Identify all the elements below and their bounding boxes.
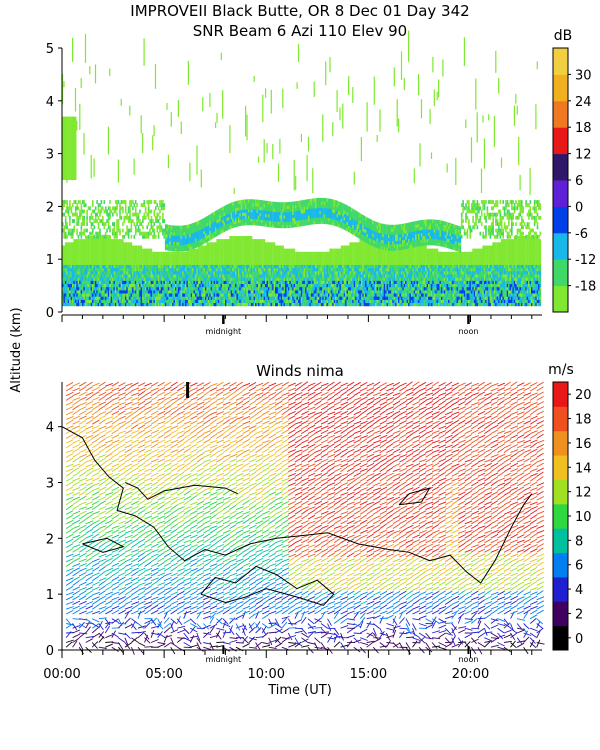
wind-colorbar-tick-label: 4 (575, 583, 583, 598)
wind-top-marker (186, 382, 190, 398)
wind-colorbar-swatch (553, 479, 568, 505)
wind-colorbar-swatch (553, 430, 568, 456)
wind-colorbar-swatch (553, 576, 568, 602)
header-line2: SNR Beam 6 Azi 110 Elev 90 (193, 22, 407, 40)
wind-colorbar-swatch (553, 503, 568, 529)
wind-colorbar-tick-label: 16 (575, 437, 592, 452)
snr-colorbar-tick-label: 24 (575, 95, 592, 110)
wind-colorbar-tick-label: 2 (575, 607, 583, 622)
wind-y-tick-label: 4 (46, 421, 54, 436)
wind-colorbar-unit: m/s (548, 362, 574, 378)
snr-y-tick-label: 5 (46, 42, 54, 57)
wind-contour (398, 487, 431, 506)
wind-axes: 0 1 2 3 4 00:00 05:00 10:00 15:00 20:00 midnight no… (43, 382, 542, 682)
wind-marker-label: midnight (206, 655, 242, 664)
shared-ylabel: Altitude (km) (9, 307, 24, 392)
wind-y-tick-label: 2 (46, 532, 54, 547)
snr-colorbar-swatch (553, 259, 568, 287)
snr-colorbar-swatch (553, 180, 568, 207)
wind-colorbar-tick-label: 12 (575, 486, 592, 501)
wind-colorbar-tick-label: 18 (575, 413, 592, 428)
wind-y-tick-label: 1 (46, 588, 54, 603)
snr-colorbar-swatch (553, 153, 568, 181)
wind-contour (82, 537, 125, 553)
snr-colorbar-tick-label: 12 (575, 148, 592, 163)
snr-colorbar-unit: dB (554, 28, 573, 44)
wind-field (61, 381, 545, 655)
snr-colorbar-swatch (553, 232, 568, 260)
wind-colorbar-swatch (553, 455, 568, 480)
wind-x-tick-label: 15:00 (350, 667, 387, 682)
snr-colorbar-tick-label: -6 (575, 227, 588, 242)
snr-colorbar-tick-label: -12 (575, 253, 596, 268)
snr-colorbar-swatch (553, 206, 568, 234)
wind-x-tick-label: 05:00 (145, 667, 182, 682)
snr-y-tick-label: 1 (46, 253, 54, 268)
shared-xlabel: Time (UT) (267, 683, 332, 698)
snr-colorbar-swatch (553, 127, 568, 155)
snr-marker-label: midnight (206, 327, 242, 336)
wind-x-tick-label: 20:00 (452, 667, 489, 682)
wind-colorbar-tick-label: 8 (575, 534, 583, 549)
wind-contour (200, 565, 335, 606)
snr-field (62, 30, 542, 307)
snr-y-tick-label: 2 (46, 200, 54, 215)
snr-colorbar-tick-label: 0 (575, 200, 583, 215)
snr-colorbar-swatch (553, 74, 568, 102)
wind-colorbar-tick-label: 0 (575, 632, 583, 647)
snr-colorbar-tick-label: 30 (575, 68, 592, 83)
snr-y-tick-label: 4 (46, 95, 54, 110)
snr-colorbar-tick-label: 18 (575, 121, 592, 136)
wind-contour (125, 482, 238, 500)
wind-colorbar-swatch (553, 552, 568, 578)
wind-contour (61, 426, 533, 584)
wind-colorbar-tick-label: 10 (575, 510, 592, 525)
wind-colorbar: 0 2 4 6 8 10 12 14 16 18 20m/s (548, 362, 592, 651)
wind-title: Winds nima (256, 362, 344, 380)
header-line1: IMPROVEII Black Butte, OR 8 Dec 01 Day 3… (130, 2, 469, 20)
wind-colorbar-swatch (553, 406, 568, 432)
snr-axes: 0 1 2 3 4 5 midnight noon (46, 42, 542, 336)
snr-y-tick-label: 3 (46, 148, 54, 163)
wind-colorbar-swatch (553, 625, 568, 651)
wind-colorbar-tick-label: 6 (575, 559, 583, 574)
wind-colorbar-swatch (553, 601, 568, 627)
wind-y-tick-label: 0 (46, 644, 54, 659)
wind-y-tick-label: 3 (46, 477, 54, 492)
wind-colorbar-swatch (553, 528, 568, 554)
wind-colorbar-tick-label: 20 (575, 388, 592, 403)
wind-colorbar-tick-label: 14 (575, 461, 592, 476)
snr-y-tick-label: 0 (46, 306, 54, 321)
snr-colorbar-tick-label: 6 (575, 174, 583, 189)
snr-colorbar-swatch (553, 48, 568, 75)
wind-x-tick-label: 00:00 (43, 667, 80, 682)
wind-colorbar-swatch (553, 382, 568, 407)
wind-marker-label: noon (458, 655, 478, 664)
wind-x-tick-label: 10:00 (248, 667, 285, 682)
snr-colorbar-swatch (553, 100, 568, 128)
snr-colorbar-tick-label: -18 (575, 280, 596, 295)
snr-colorbar-swatch (553, 285, 568, 313)
snr-marker-label: noon (458, 327, 478, 336)
snr-colorbar: -18 -12 -6 0 6 12 18 24 30 dB (552, 28, 596, 313)
